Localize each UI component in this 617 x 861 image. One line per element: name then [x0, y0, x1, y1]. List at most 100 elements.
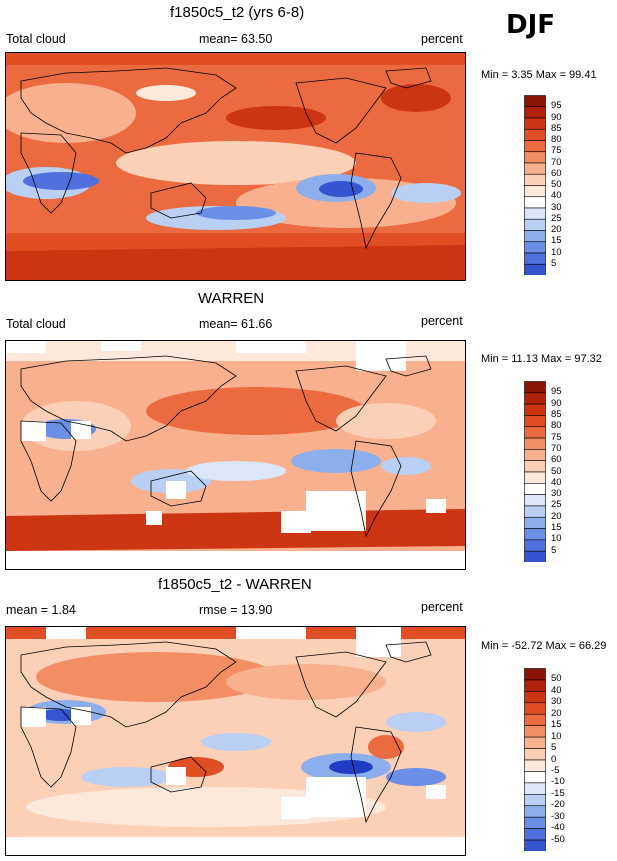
- colorbar-tick-label: 75: [551, 145, 562, 157]
- colorbar-swatch: [524, 95, 546, 108]
- panel-1-title: f1850c5_t2 (yrs 6-8): [170, 4, 305, 21]
- colorbar-tick-label: 25: [551, 499, 562, 511]
- colorbar-tick-label: -20: [551, 799, 565, 811]
- colorbar-swatch: [524, 128, 546, 141]
- panel-3-rmse-label: rmse = 13.90: [199, 603, 273, 617]
- colorbar-tick-label: 90: [551, 111, 562, 123]
- colorbar-tick-label: 10: [551, 730, 562, 742]
- colorbar-swatch: [524, 403, 546, 416]
- colorbar-swatch: [524, 702, 546, 715]
- colorbar-swatch: [524, 794, 546, 807]
- colorbar-tick-label: 20: [551, 707, 562, 719]
- colorbar-tick-label: 20: [551, 224, 562, 235]
- panel-3-map: [5, 626, 466, 856]
- season-label: DJF: [506, 10, 556, 40]
- colorbar-swatch: [524, 162, 546, 175]
- panel-3-minmax: Min = -52.72 Max = 66.29: [481, 640, 607, 652]
- colorbar-tick-label: 60: [551, 167, 562, 179]
- colorbar-swatch: [524, 140, 546, 153]
- colorbar-tick-label: 10: [551, 246, 562, 258]
- colorbar-tick-label: 40: [551, 476, 562, 488]
- colorbar-swatch: [524, 550, 546, 562]
- colorbar-tick-label: -15: [551, 787, 565, 799]
- colorbar-swatch: [524, 460, 546, 473]
- colorbar-tick-label: 25: [551, 212, 562, 224]
- colorbar-tick-label: 80: [551, 134, 562, 145]
- panel-1-colorbar: 95 90 85 80 75 70 60 50 40 30 25 20 15 10 5: [524, 95, 562, 275]
- colorbar-swatch: [524, 185, 546, 198]
- colorbar-tick-label: 0: [551, 753, 557, 765]
- colorbar-swatch: [524, 725, 546, 738]
- colorbar-swatch: [524, 252, 546, 265]
- colorbar-swatch: [524, 218, 546, 231]
- colorbar-swatch: [524, 516, 546, 529]
- colorbar-tick-label: 30: [551, 201, 562, 213]
- panel-3-colorbar: 50 40 30 20 15 10 5 0 -5 -10 -15 -20 -30 -40 -50: [524, 668, 565, 851]
- colorbar-tick-label: -30: [551, 810, 565, 822]
- colorbar-tick-label: 95: [551, 100, 562, 112]
- colorbar-tick-label: 15: [551, 719, 562, 731]
- colorbar-tick-label: 90: [551, 397, 562, 409]
- panel-1-mean-label: mean= 63.50: [199, 32, 273, 46]
- colorbar-swatch: [524, 759, 546, 772]
- colorbar-svg: [524, 668, 546, 851]
- colorbar-swatch: [524, 782, 546, 795]
- panel-2-mean-label: mean= 61.66: [199, 317, 273, 331]
- panel-1-units-label: percent: [421, 32, 463, 46]
- panel-2-minmax: Min = 11.13 Max = 97.32: [481, 353, 602, 365]
- panel-2-units-label: percent: [421, 314, 463, 328]
- colorbar-swatch: [524, 263, 546, 275]
- colorbar-tick-label: 50: [551, 465, 562, 477]
- colorbar-swatch: [524, 241, 546, 254]
- colorbar-swatch: [524, 381, 546, 394]
- colorbar-swatch: [524, 196, 546, 209]
- colorbar-swatch: [524, 173, 546, 186]
- panel-1-variable-label: Total cloud: [6, 32, 66, 46]
- colorbar-swatch: [524, 426, 546, 439]
- colorbar-swatch: [524, 805, 546, 818]
- colorbar-swatch: [524, 528, 546, 541]
- colorbar-swatch: [524, 748, 546, 761]
- colorbar-tick-label: 5: [551, 742, 557, 754]
- panel-3-mean-label: mean = 1.84: [6, 603, 76, 617]
- colorbar-svg: [524, 95, 546, 275]
- colorbar-swatch: [524, 539, 546, 552]
- colorbar-swatch: [524, 839, 546, 851]
- colorbar-swatch: [524, 437, 546, 450]
- colorbar-tick-label: 70: [551, 442, 562, 454]
- colorbar-tick-label: 80: [551, 420, 562, 432]
- colorbar-tick-label: 10: [551, 533, 562, 545]
- colorbar-swatch: [524, 494, 546, 507]
- panel-2-map: [5, 340, 466, 570]
- colorbar-tick-label: 50: [551, 673, 562, 685]
- colorbar-tick-label: 60: [551, 454, 562, 466]
- colorbar-tick-label: 5: [551, 544, 557, 556]
- panel-3-title: f1850c5_t2 - WARREN: [158, 576, 312, 593]
- colorbar-tick-label: 85: [551, 122, 562, 134]
- colorbar-swatch: [524, 679, 546, 692]
- panel-3-units-label: percent: [421, 600, 463, 614]
- colorbar-tick-label: -40: [551, 822, 565, 834]
- panel-2-colorbar: 95 90 85 80 75 70 60 50 40 30 25 20 15 10 5: [524, 381, 562, 562]
- colorbar-swatch: [524, 828, 546, 841]
- colorbar-tick-label: 30: [551, 696, 562, 708]
- colorbar-swatch: [524, 505, 546, 518]
- panel-1-map: [5, 52, 466, 281]
- colorbar-tick-label: 15: [551, 235, 562, 247]
- colorbar-tick-label: 40: [551, 684, 562, 696]
- colorbar-swatch: [524, 151, 546, 164]
- colorbar-tick-label: 70: [551, 156, 562, 168]
- colorbar-tick-label: 20: [551, 510, 562, 522]
- colorbar-swatch: [524, 771, 546, 784]
- colorbar-swatch: [524, 471, 546, 484]
- colorbar-tick-label: 75: [551, 431, 562, 443]
- panel-2-title: WARREN: [198, 290, 265, 307]
- colorbar-tick-label: -10: [551, 776, 565, 788]
- panel-1-minmax: Min = 3.35 Max = 99.41: [481, 69, 597, 81]
- colorbar-swatch: [524, 415, 546, 428]
- colorbar-tick-label: -5: [551, 764, 560, 776]
- colorbar-swatch: [524, 207, 546, 220]
- colorbar-swatch: [524, 816, 546, 829]
- colorbar-svg: [524, 381, 546, 562]
- colorbar-swatch: [524, 106, 546, 119]
